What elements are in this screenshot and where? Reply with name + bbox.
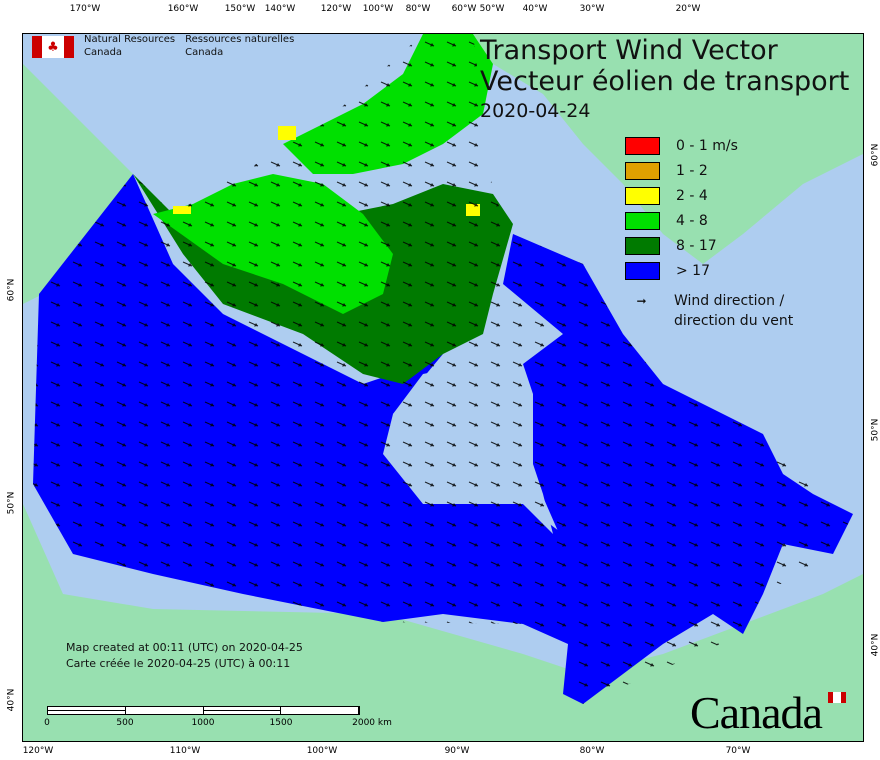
legend-item: 2 - 4: [625, 183, 793, 208]
legend-label: 0 - 1 m/s: [676, 137, 738, 154]
created-en: Map created at 00:11 (UTC) on 2020-04-25: [66, 641, 303, 654]
legend: 0 - 1 m/s 1 - 2 2 - 4 4 - 8 8 - 17 > 17 ➞ Win…: [625, 133, 793, 331]
legend-item: > 17: [625, 258, 793, 283]
title-fr: Vecteur éolien de transport: [480, 66, 850, 97]
lon-label-top: 160°W: [167, 4, 199, 14]
map-title: Transport Wind Vector Vecteur éolien de …: [480, 35, 849, 125]
lon-label-top: 40°W: [522, 4, 548, 14]
alaska: [23, 64, 133, 304]
arrow-right-icon: ➞: [636, 294, 647, 308]
legend-label: 1 - 2: [676, 162, 708, 179]
lon-label-bottom: 100°W: [306, 746, 338, 756]
legend-swatch: [625, 186, 660, 205]
legend-wind-fr: direction du vent: [674, 313, 794, 329]
legend-item: 0 - 1 m/s: [625, 133, 793, 158]
agency-fr-2: Canada: [185, 47, 224, 58]
lon-label-bottom: 120°W: [22, 746, 54, 756]
creation-note: Map created at 00:11 (UTC) on 2020-04-25…: [66, 640, 303, 672]
lon-label-top: 140°W: [264, 4, 296, 14]
lon-label-bottom: 90°W: [444, 746, 470, 756]
scale-label: 2000 km: [352, 718, 392, 728]
patch-2-4: [278, 126, 296, 140]
scale-label: 0: [44, 718, 50, 728]
scale-bar: 0 500 1000 1500 2000 km: [44, 706, 392, 728]
legend-label: 4 - 8: [676, 212, 708, 229]
canada-wordmark: Canada: [690, 687, 823, 738]
lon-label-top: 60°W: [451, 4, 477, 14]
lat-label-right: 50°N: [870, 418, 880, 442]
legend-swatch: [625, 236, 660, 255]
lat-label-right: 60°N: [870, 143, 880, 167]
legend-swatch: [625, 161, 660, 180]
lat-label-right: 40°N: [870, 633, 880, 657]
lon-label-top: 100°W: [362, 4, 394, 14]
lon-label-top: 120°W: [320, 4, 352, 14]
lon-label-top: 30°W: [579, 4, 605, 14]
lat-label-left: 50°N: [6, 491, 17, 515]
legend-item: 4 - 8: [625, 208, 793, 233]
legend-label: 2 - 4: [676, 187, 708, 204]
legend-item: 1 - 2: [625, 158, 793, 183]
wordmark-flag-icon: [828, 692, 846, 703]
legend-wind-en: Wind direction /: [674, 293, 785, 309]
legend-label: 8 - 17: [676, 237, 717, 254]
lon-label-bottom: 110°W: [169, 746, 201, 756]
lat-label-left: 60°N: [6, 278, 17, 302]
scale-label: 1000: [191, 718, 215, 728]
scale-label: 1500: [269, 718, 293, 728]
scale-label: 500: [116, 718, 134, 728]
legend-swatch: [625, 261, 660, 280]
legend-item: 8 - 17: [625, 233, 793, 258]
title-en: Transport Wind Vector: [480, 35, 778, 66]
lon-label-top: 80°W: [405, 4, 431, 14]
lon-label-top: 50°W: [479, 4, 505, 14]
lon-label-top: 20°W: [675, 4, 701, 14]
legend-label: > 17: [676, 262, 710, 279]
lon-label-bottom: 80°W: [579, 746, 605, 756]
lon-label-top: 170°W: [69, 4, 101, 14]
usa-land: [23, 504, 863, 741]
legend-swatch: [625, 211, 660, 230]
lat-label-left: 40°N: [6, 688, 17, 712]
lon-label-bottom: 70°W: [725, 746, 751, 756]
legend-swatch: [625, 136, 660, 155]
agency-en-1: Natural Resources: [84, 34, 176, 45]
nrcan-logo: ♣ Natural Resources Canada Ressources nat…: [32, 33, 294, 59]
canada-flag-icon: ♣: [32, 36, 74, 58]
title-date: 2020-04-24: [480, 100, 591, 122]
lon-label-top: 150°W: [224, 4, 256, 14]
agency-fr-1: Ressources naturelles: [185, 34, 295, 45]
created-fr: Carte créée le 2020-04-25 (UTC) à 00:11: [66, 657, 291, 670]
agency-en-2: Canada: [84, 47, 123, 58]
